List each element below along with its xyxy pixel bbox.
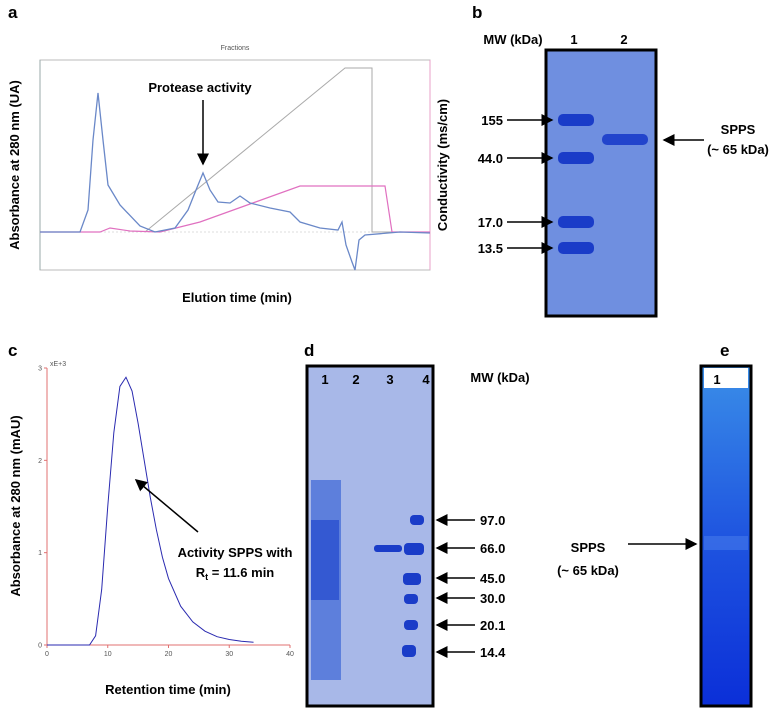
marker-label: 30.0 (480, 591, 505, 606)
annotation: Rt = 11.6 min (196, 565, 275, 582)
arrow (134, 479, 199, 533)
panel-label: a (8, 3, 18, 22)
marker-label: 45.0 (480, 571, 505, 586)
x-tick-label: 0 (45, 651, 49, 658)
x-axis-label: Retention time (min) (105, 682, 231, 697)
annotation: Protease activity (148, 80, 252, 95)
x-tick-label: 20 (165, 651, 173, 658)
marker-label: 17.0 (478, 215, 503, 230)
x-axis-label: Elution time (min) (182, 290, 292, 305)
marker-label: 97.0 (480, 513, 505, 528)
band-label: SPPS (571, 540, 606, 555)
panel-label: e (720, 341, 729, 360)
band-label: (~ 65 kDa) (557, 563, 619, 578)
marker-label: 13.5 (478, 241, 503, 256)
x-tick-label: 40 (286, 651, 294, 658)
panel-label: b (472, 3, 482, 22)
mw-header: MW (kDa) (483, 32, 542, 47)
x-tick-label: 10 (104, 651, 112, 658)
y-axis-label: Absorbance at 280 nm (UA) (7, 80, 22, 250)
y-tick-label: 0 (38, 643, 42, 650)
lane-label: 1 (321, 372, 328, 387)
line (47, 376, 254, 646)
marker-label: 20.1 (480, 618, 505, 633)
annotation: Activity SPPS with (178, 545, 293, 560)
header: Fractions (221, 45, 250, 52)
annotation-part: = 11.6 min (208, 565, 274, 580)
y-axis-label: Absorbance at 280 nm (mAU) (8, 415, 23, 596)
x-tick-label: 30 (225, 651, 233, 658)
y-tick-label: 2 (38, 458, 42, 465)
lane-label: 1 (570, 32, 577, 47)
gel-e (699, 364, 753, 708)
annotation-part: R (196, 565, 206, 580)
mw-header: MW (kDa) (470, 370, 529, 385)
marker-label: 14.4 (480, 645, 506, 660)
marker-label: 155 (481, 113, 503, 128)
gel-d (305, 364, 435, 708)
chromatogram-a (39, 59, 431, 271)
y-tick-label: 1 (38, 550, 42, 557)
gel-b (544, 48, 658, 318)
y2-axis-label: Conductivity (ms/cm) (435, 99, 450, 231)
panel-label: c (8, 341, 17, 360)
lane-label: 2 (352, 372, 359, 387)
lane-label: 2 (620, 32, 627, 47)
marker-label: 66.0 (480, 541, 505, 556)
panel-label: d (304, 341, 314, 360)
lane-label: 1 (713, 372, 720, 387)
lane-label: 4 (422, 372, 430, 387)
band-label: (~ 65 kDa) (707, 142, 769, 157)
y-tick-label: 3 (38, 366, 42, 373)
y-multiplier: xE+3 (50, 361, 66, 368)
band-label: SPPS (721, 122, 756, 137)
marker-label: 44.0 (478, 151, 503, 166)
lane-label: 3 (386, 372, 393, 387)
annotation-part: t (205, 572, 208, 582)
